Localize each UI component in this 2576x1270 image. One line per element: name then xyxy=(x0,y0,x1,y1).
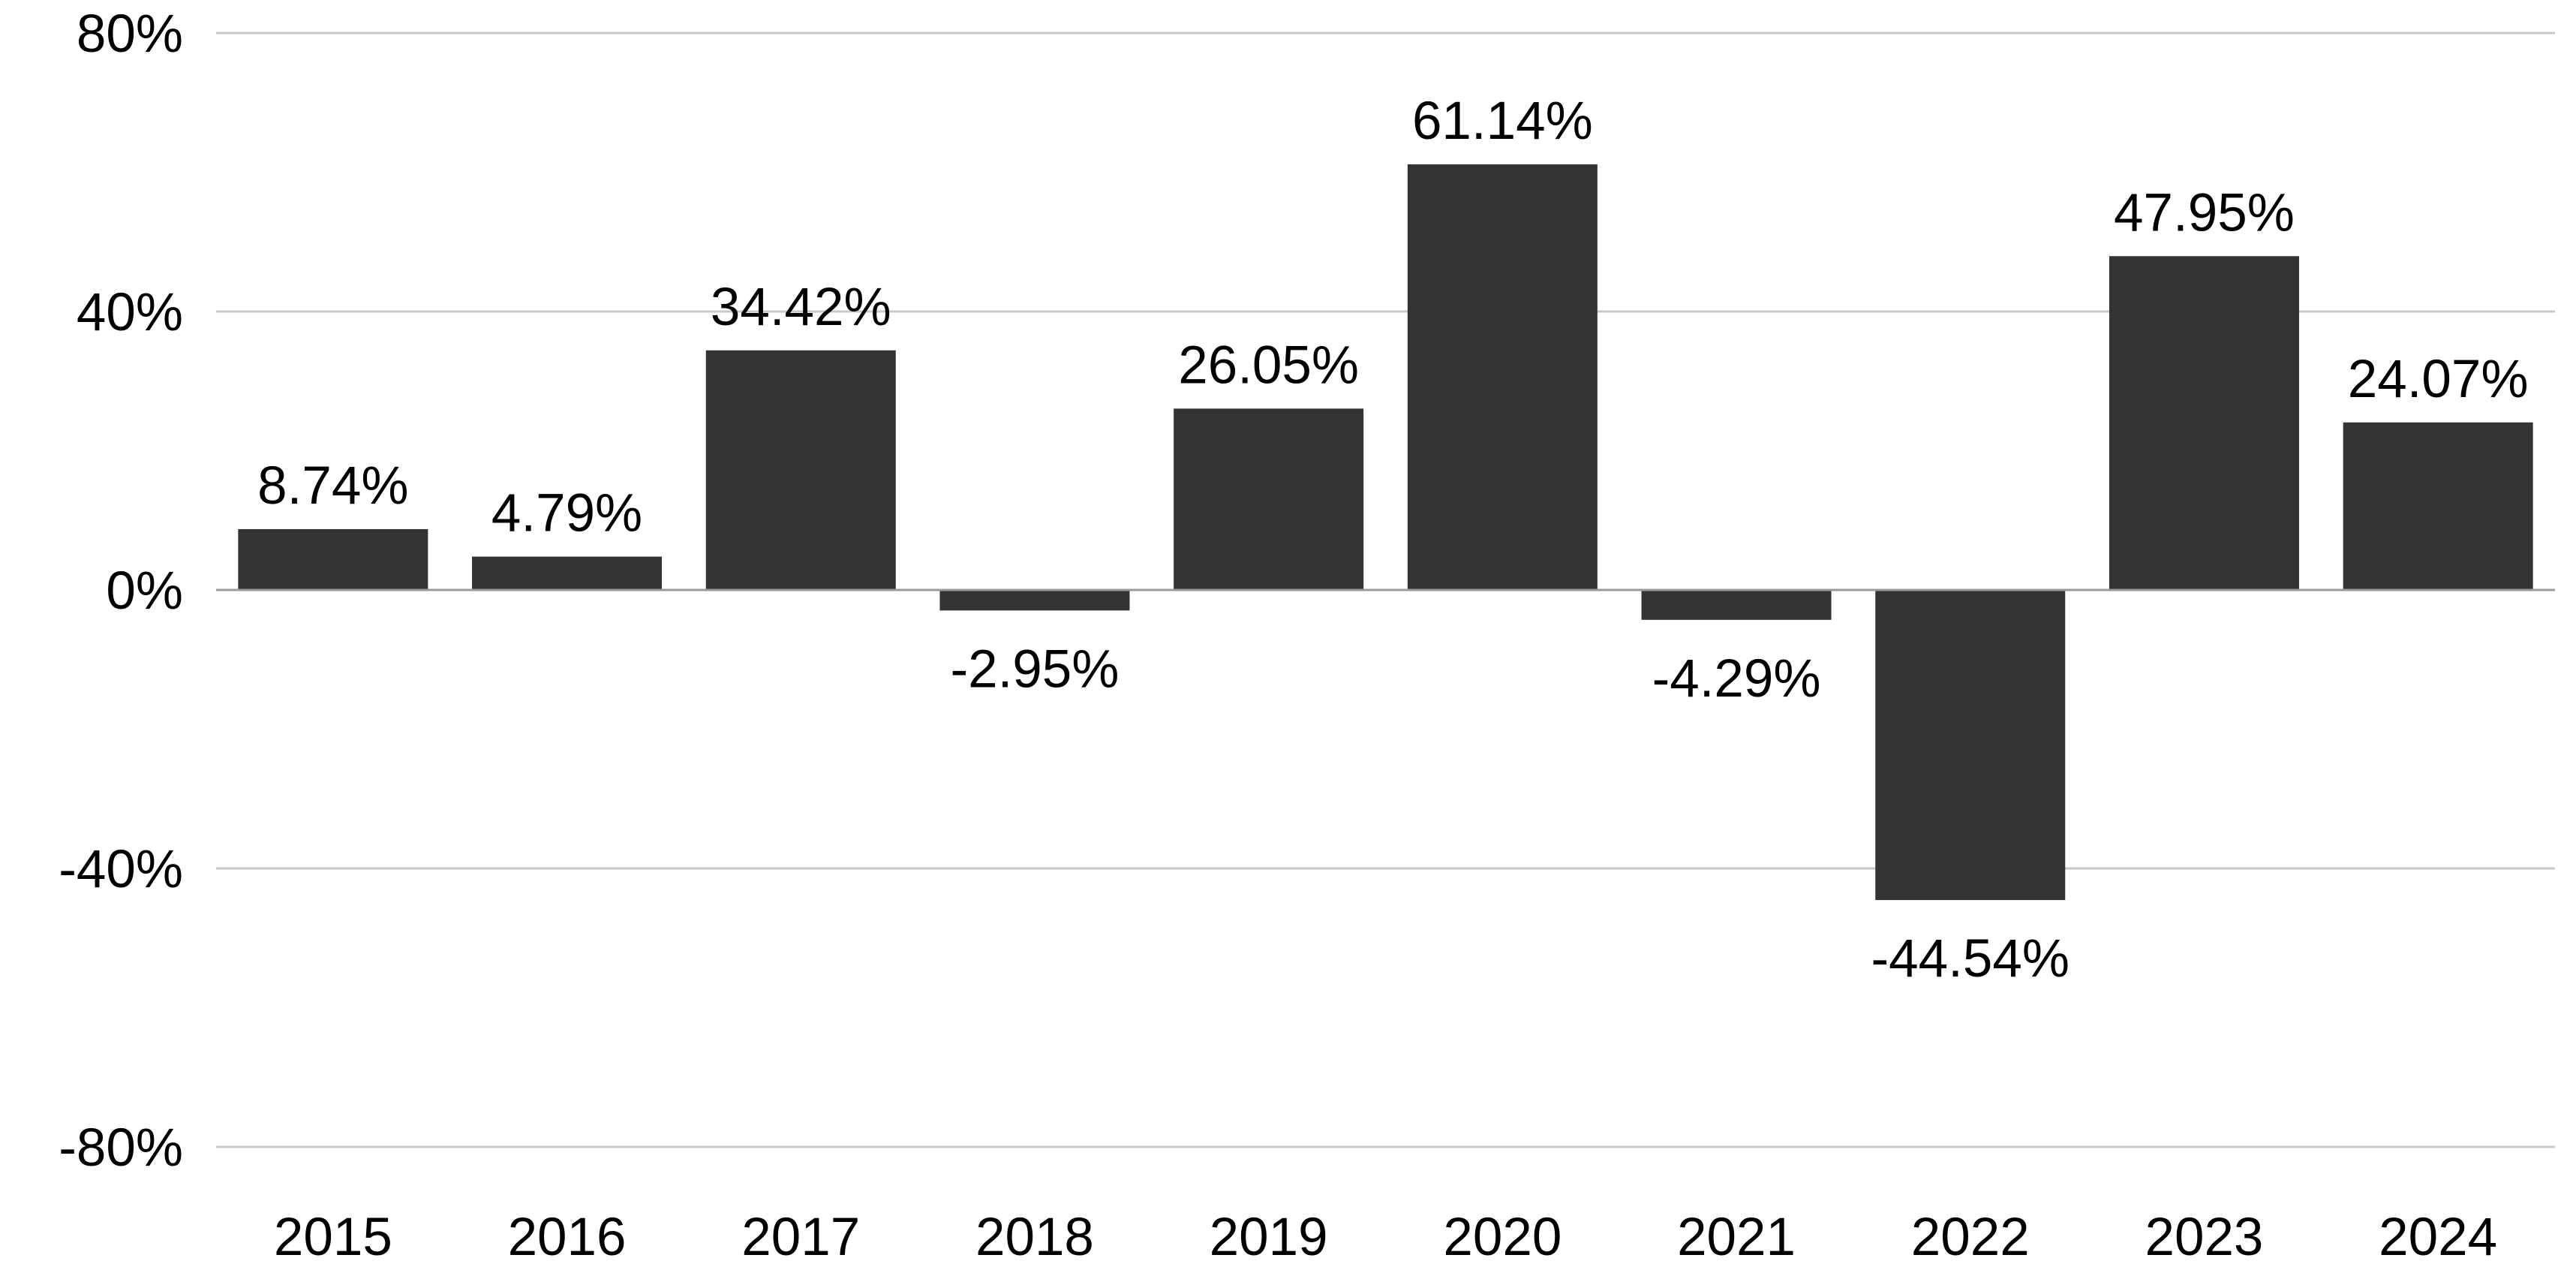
bar-2020 xyxy=(1407,164,1598,590)
y-tick-label: 40% xyxy=(77,283,183,342)
data-label: 8.74% xyxy=(257,456,408,516)
y-tick-label: -40% xyxy=(59,840,183,899)
x-tick-label: 2017 xyxy=(741,1208,860,1267)
data-labels: 8.74% 4.79% 34.42% -2.95% 26.05% 61.14% -4.29%… xyxy=(257,92,2528,989)
x-tick-label: 2016 xyxy=(508,1208,627,1267)
bar-2018 xyxy=(939,590,1130,611)
data-label: -44.54% xyxy=(1871,929,2070,989)
bars xyxy=(238,164,2533,901)
bar-2023 xyxy=(2109,256,2299,590)
x-tick-label: 2015 xyxy=(274,1208,392,1267)
y-tick-label: 80% xyxy=(77,5,183,64)
bar-2017 xyxy=(705,350,896,590)
x-tick-label: 2018 xyxy=(975,1208,1094,1267)
y-tick-label: 0% xyxy=(106,561,183,621)
data-label: 24.07% xyxy=(2348,350,2529,409)
x-tick-label: 2024 xyxy=(2379,1208,2497,1267)
y-tick-label: -80% xyxy=(59,1118,183,1178)
data-label: -4.29% xyxy=(1652,649,1821,709)
x-axis-tick-labels: 2015 2016 2017 2018 2019 2020 2021 2022 2023 2024 xyxy=(274,1208,2497,1267)
bar-2021 xyxy=(1641,590,1832,620)
data-label: 47.95% xyxy=(2114,183,2295,242)
bar-2015 xyxy=(238,528,428,590)
bar-2016 xyxy=(472,556,663,590)
data-label: 26.05% xyxy=(1178,336,1359,395)
x-tick-label: 2022 xyxy=(1911,1208,2030,1267)
data-label: 4.79% xyxy=(491,484,642,543)
x-tick-label: 2021 xyxy=(1677,1208,1796,1267)
x-tick-label: 2020 xyxy=(1443,1208,1562,1267)
x-tick-label: 2023 xyxy=(2145,1208,2263,1267)
data-label: -2.95% xyxy=(950,640,1119,699)
bar-2019 xyxy=(1174,408,1364,590)
data-label: 61.14% xyxy=(1412,92,1593,151)
x-tick-label: 2019 xyxy=(1210,1208,1328,1267)
data-label: 34.42% xyxy=(711,278,891,337)
y-axis-tick-labels: 80% 40% 0% -40% -80% xyxy=(59,5,183,1178)
bar-2022 xyxy=(1875,590,2066,901)
bar-2024 xyxy=(2343,422,2533,590)
